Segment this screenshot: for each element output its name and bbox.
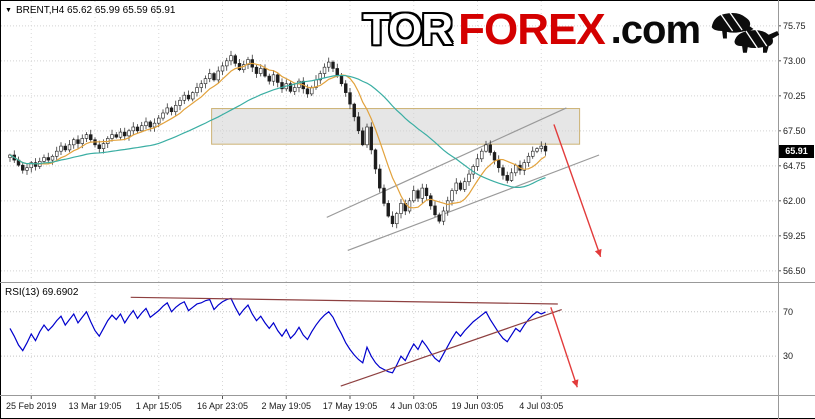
svg-text:64.75: 64.75 [783,161,806,171]
svg-text:1 Apr 15:05: 1 Apr 15:05 [136,401,182,411]
bull-bear-logo-icon [711,10,780,53]
svg-text:70: 70 [783,307,793,317]
svg-text:70.25: 70.25 [783,91,806,101]
svg-text:13 Mar 19:05: 13 Mar 19:05 [68,401,121,411]
svg-text:56.50: 56.50 [783,266,806,276]
svg-text:16 Apr 23:05: 16 Apr 23:05 [197,401,248,411]
site-logo: TOR FOREX .com [363,4,782,56]
svg-text:4 Jul 03:05: 4 Jul 03:05 [519,401,563,411]
rsi-indicator-label: RSI(13) 69.6902 [5,287,79,298]
logo-text-tor: TOR [363,5,453,54]
svg-text:62.00: 62.00 [783,196,806,206]
current-price-tag: 65.91 [779,144,814,158]
svg-text:4 Jun 03:05: 4 Jun 03:05 [390,401,437,411]
svg-text:25 Feb 2019: 25 Feb 2019 [6,401,57,411]
svg-text:19 Jun 03:05: 19 Jun 03:05 [451,401,503,411]
svg-text:59.25: 59.25 [783,231,806,241]
svg-text:2 May 19:05: 2 May 19:05 [261,401,311,411]
svg-text:30: 30 [783,351,793,361]
symbol-info: ▼ BRENT,H4 65.62 65.99 65.59 65.91 [5,5,176,16]
logo-text-com: .com [610,8,701,52]
svg-text:73.00: 73.00 [783,56,806,66]
svg-text:17 May 19:05: 17 May 19:05 [323,401,378,411]
logo-text-forex: FOREX [458,5,606,54]
symbol-ohlc-label: BRENT,H4 65.62 65.99 65.59 65.91 [15,5,176,16]
svg-text:75.75: 75.75 [783,21,806,31]
symbol-dropdown-icon[interactable]: ▼ [5,6,12,14]
svg-text:67.50: 67.50 [783,126,806,136]
